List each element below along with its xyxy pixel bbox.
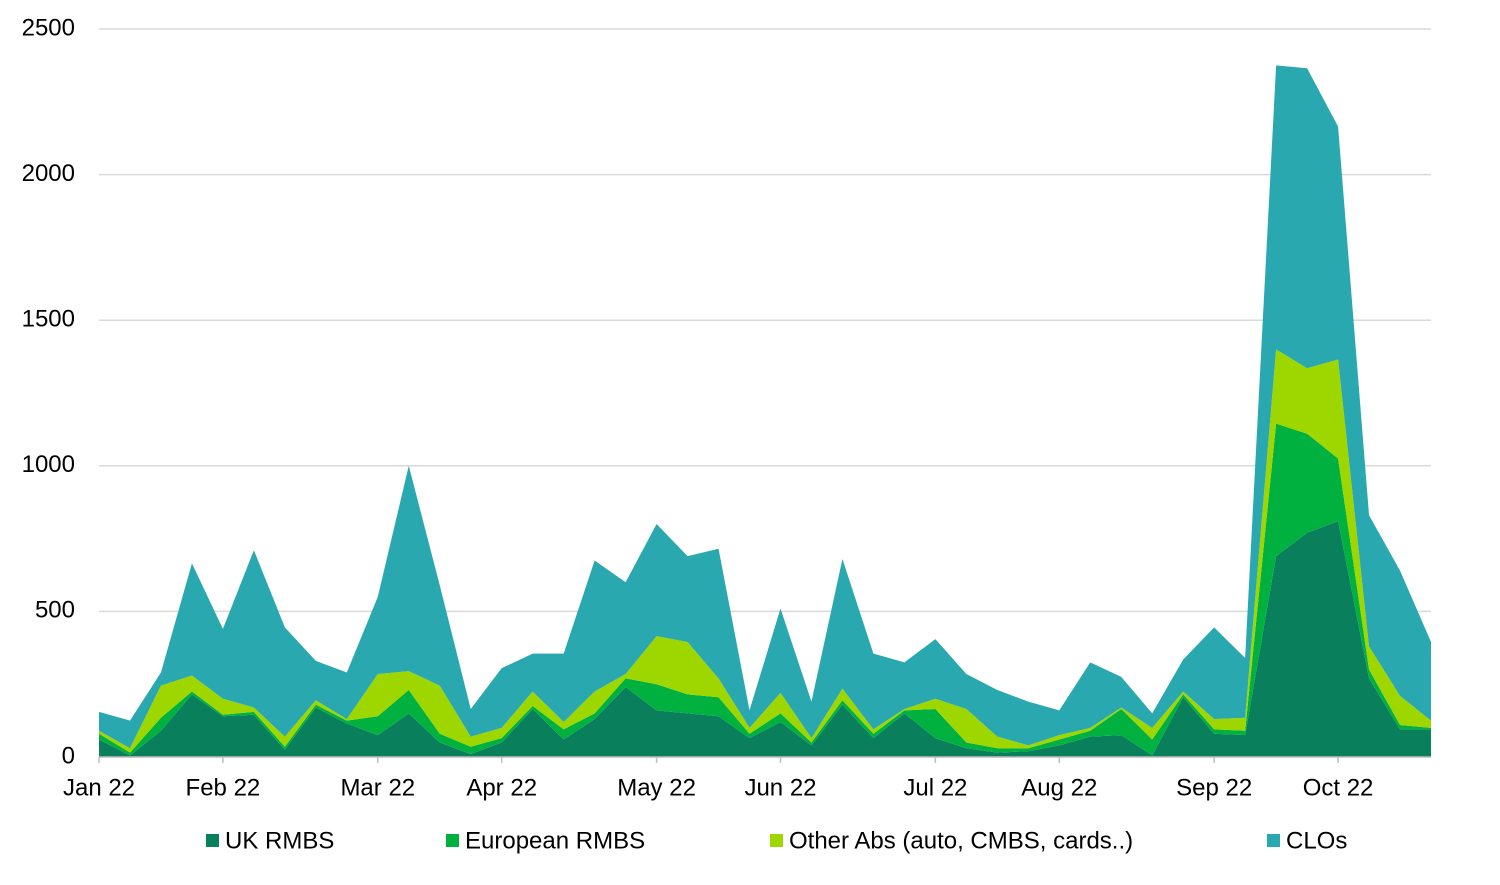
x-tick-label: Jan 22 [63,774,135,801]
area [99,521,1431,757]
y-tick-label: 1000 [22,451,75,478]
area [99,423,1431,756]
x-tick-label: Jul 22 [903,774,967,801]
legend-label: European RMBS [465,827,645,854]
legend-swatch [206,834,219,847]
x-tick-label: Apr 22 [466,774,537,801]
x-tick-label: Feb 22 [186,774,261,801]
x-tick-label: Jun 22 [744,774,816,801]
x-tick-label: Oct 22 [1303,774,1374,801]
y-tick-label: 500 [35,597,75,624]
area [99,349,1431,753]
legend-label: Other Abs (auto, CMBS, cards..) [789,827,1133,854]
legend-label: UK RMBS [225,827,334,854]
x-tick-label: Mar 22 [340,774,415,801]
x-tick-label: May 22 [617,774,696,801]
y-tick-label: 2500 [22,14,75,41]
legend-swatch [1267,834,1280,847]
legend-swatch [770,834,783,847]
area [99,65,1431,749]
y-tick-label: 0 [62,742,75,769]
y-tick-label: 1500 [22,306,75,333]
legend-label: CLOs [1286,827,1347,854]
x-tick-label: Aug 22 [1021,774,1097,801]
y-tick-label: 2000 [22,160,75,187]
legend-swatch [446,834,459,847]
x-tick-label: Sep 22 [1176,774,1252,801]
